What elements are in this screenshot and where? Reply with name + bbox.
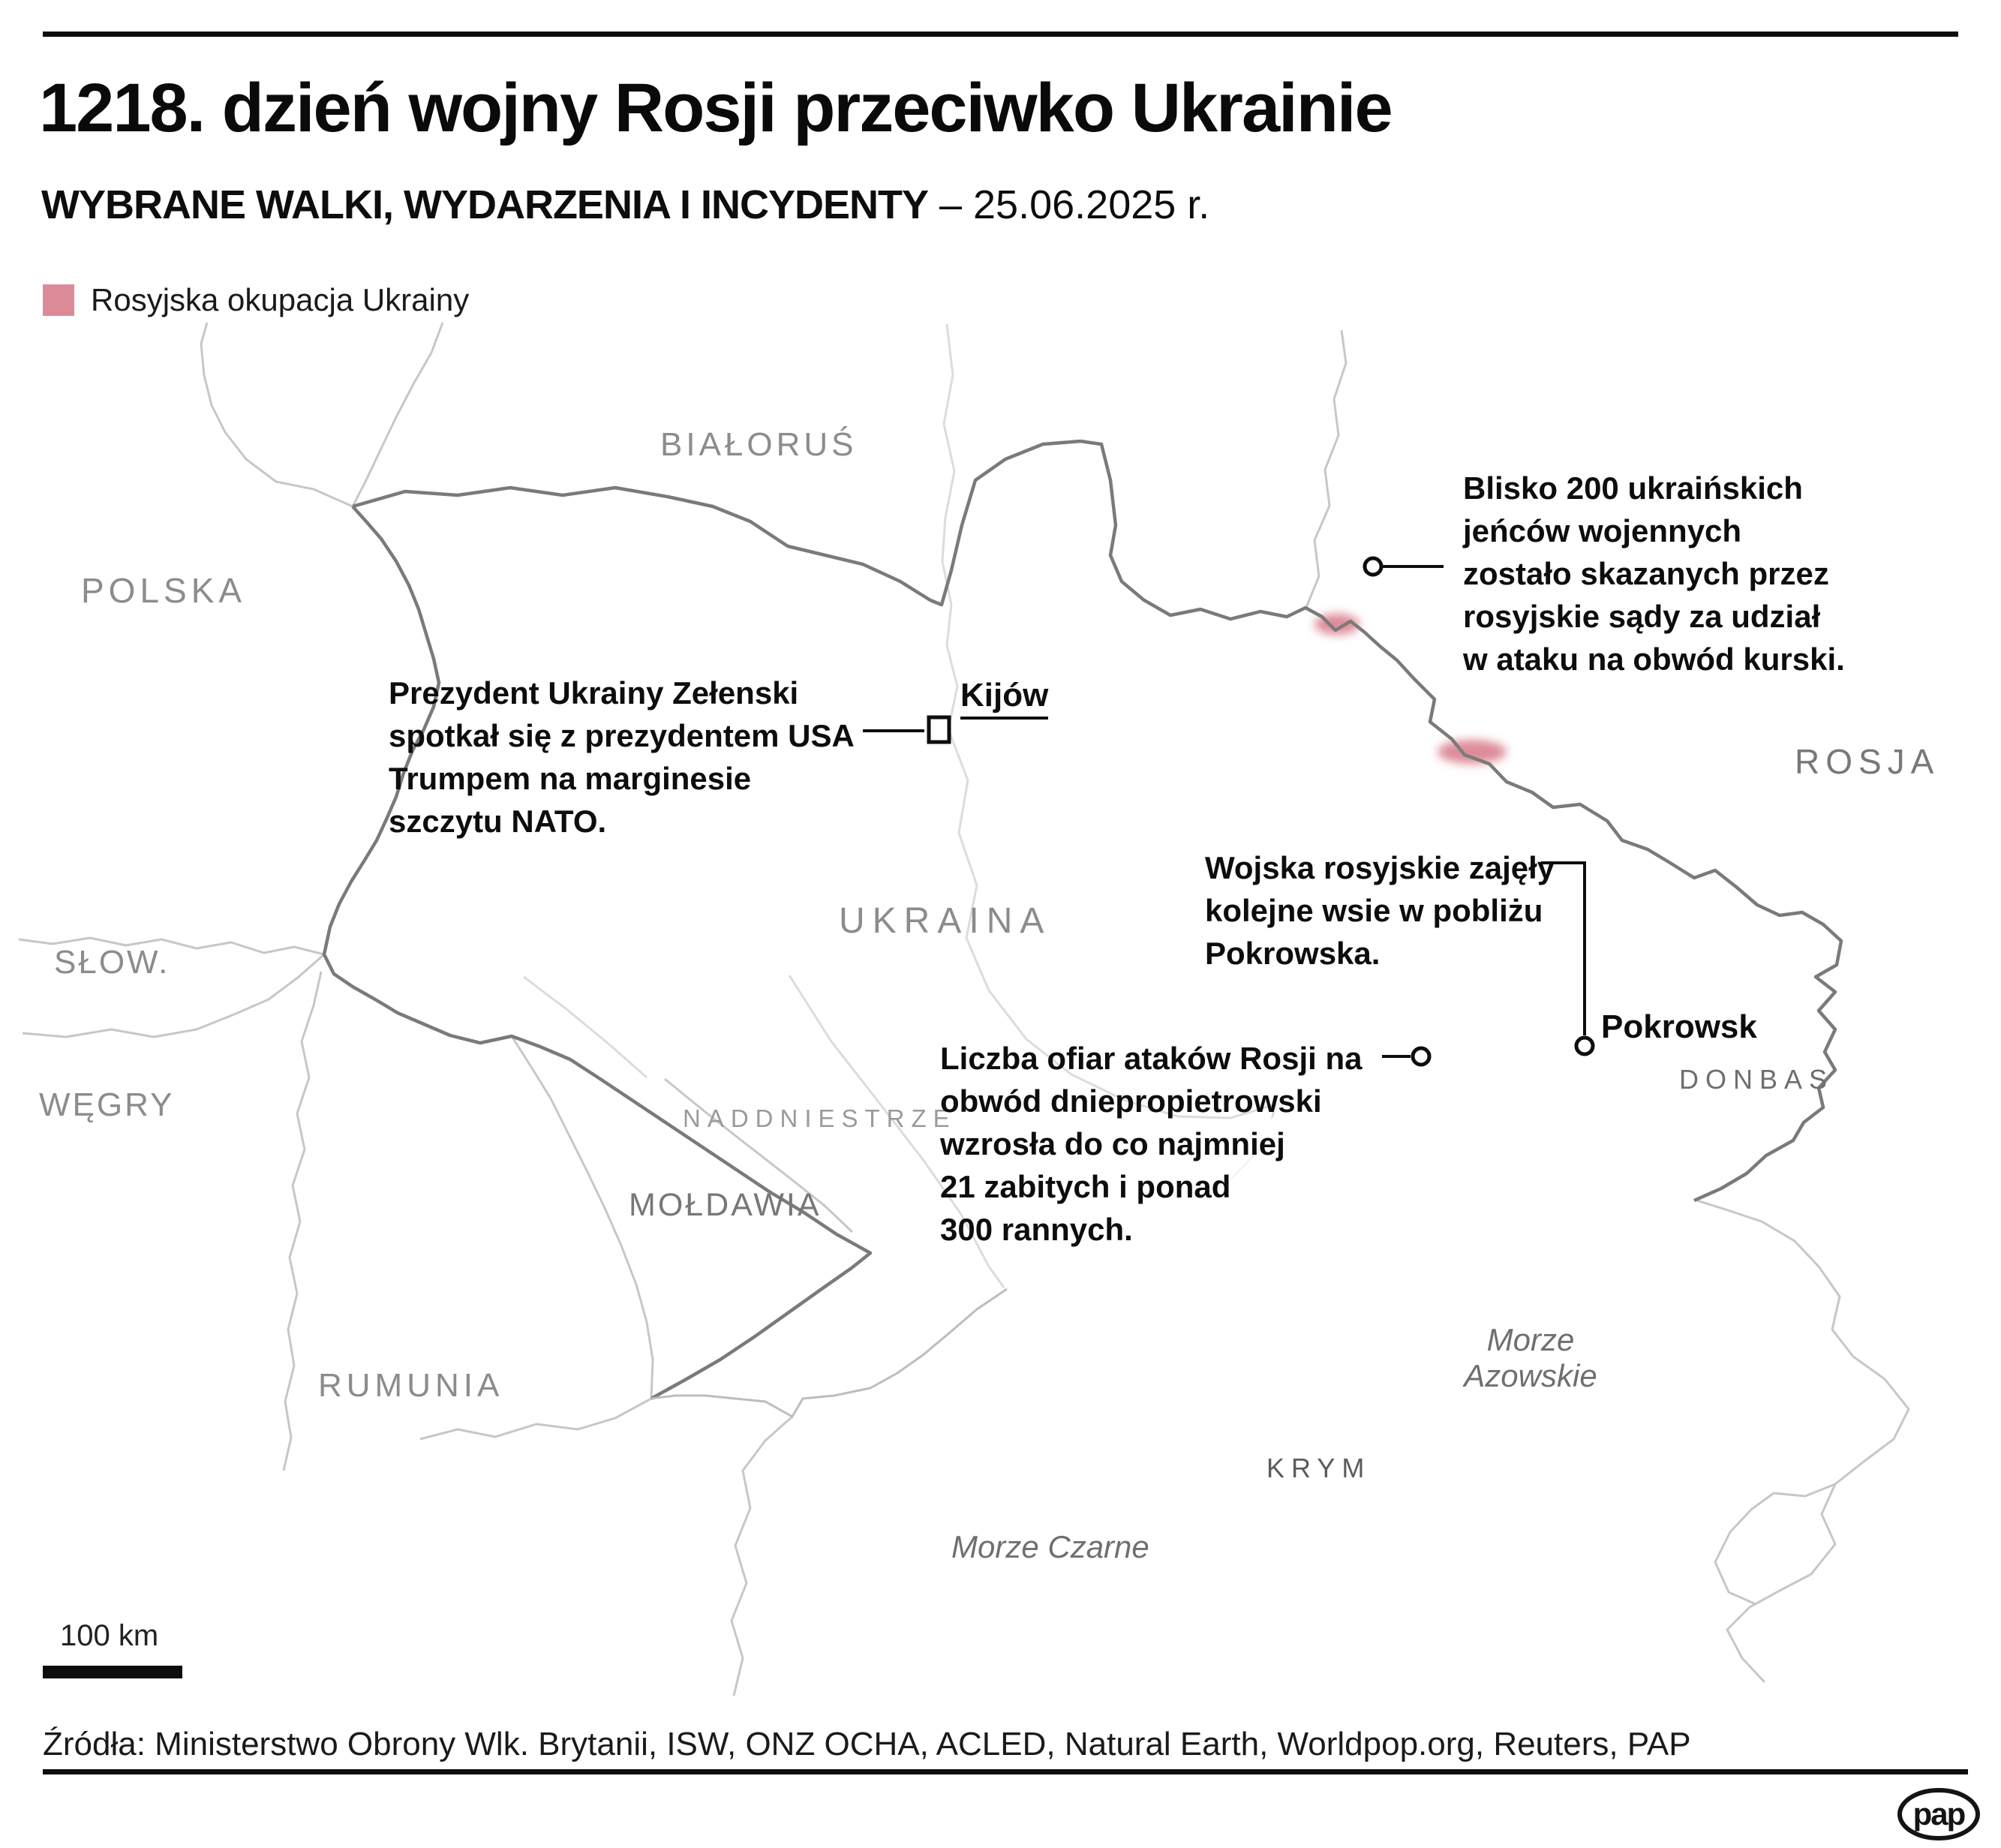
- label-sea-black: Morze Czarne: [951, 1529, 1149, 1564]
- subtitle-date: – 25.06.2025 r.: [927, 182, 1210, 227]
- subtitle-bold: WYBRANE WALKI, WYDARZENIA I INCYDENTY: [41, 182, 929, 227]
- label-belarus: BIAŁORUŚ: [660, 426, 858, 463]
- annotation-nato: Prezydent Ukrainy Zełenski spotkał się z…: [389, 672, 855, 843]
- neighbor-borders: [18, 322, 1910, 1696]
- annotation-pokrovsk: Wojska rosyjskie zajęły kolejne wsie w p…: [1205, 846, 1555, 975]
- occupied-border-pocket-east: [1438, 740, 1507, 764]
- top-rule: [43, 32, 1958, 37]
- scale-label: 100 km: [60, 1619, 159, 1652]
- label-romania: RUMUNIA: [318, 1367, 504, 1404]
- dnipro-marker: [1411, 1046, 1432, 1067]
- label-city-kyiv: Kijów: [960, 677, 1049, 720]
- occupation-legend-swatch: [43, 284, 74, 316]
- annotation-line: zostało skazanych przez: [1463, 556, 1829, 591]
- annotation-line: Prezydent Ukrainy Zełenski: [389, 675, 799, 711]
- annotation-line: szczytu NATO.: [389, 804, 607, 839]
- ukraine-border: [322, 439, 1843, 1400]
- hungary-romania-border: [282, 971, 323, 1471]
- label-moldova: MOŁDAWIA: [629, 1187, 822, 1223]
- annotation-line: w ataku na obwód kurski.: [1463, 642, 1845, 677]
- dnipro-river-gap: [1125, 1096, 1303, 1318]
- scale-bar: [43, 1666, 182, 1678]
- romania-coast: [730, 1415, 793, 1696]
- annotation-line: wzrosła do co najmniej: [940, 1126, 1285, 1161]
- russia-azov-coast: [1696, 1199, 1910, 1684]
- annotation-line: Pokrowska.: [1205, 936, 1381, 971]
- label-sea-azov-line2: Azowskie: [1464, 1358, 1597, 1393]
- ukraine-border-north-east: [352, 439, 1843, 1203]
- pap-logo-ellipse: [1897, 1788, 1980, 1840]
- page-subtitle: WYBRANE WALKI, WYDARZENIA I INCYDENTY – …: [41, 182, 1209, 228]
- annotation-line: spotkał się z prezydentem USA: [389, 718, 855, 753]
- ukraine-border-west-moldova: [322, 505, 873, 1400]
- kyiv-marker: [927, 715, 951, 744]
- legend: Rosyjska okupacja Ukrainy: [43, 282, 469, 318]
- poland-west-border: [200, 322, 353, 508]
- label-sea-azov: Morze Azowskie: [1448, 1322, 1613, 1394]
- pokrovsk-leader-line: [1541, 861, 1586, 1035]
- occupation-legend-label: Rosyjska okupacja Ukrainy: [91, 282, 470, 317]
- slovakia-poland-border: [18, 936, 325, 956]
- romania-moldova-border: [510, 1035, 654, 1399]
- label-crimea: KRYM: [1266, 1453, 1372, 1483]
- annotation-leaders: [863, 556, 1595, 1067]
- label-transnistria: NADDNIESTRZE: [683, 1104, 957, 1132]
- belarus-russia-border: [1304, 329, 1348, 610]
- slovakia-hungary-border: [22, 953, 325, 1038]
- annotation-line: obwód dniepropietrowski: [940, 1083, 1322, 1119]
- label-poland: POLSKA: [81, 571, 247, 610]
- annotation-kursk: Blisko 200 ukraińskich jeńców wojennych …: [1463, 467, 1845, 681]
- label-sea-azov-line1: Morze: [1486, 1322, 1575, 1357]
- bottom-rule: [43, 1769, 1968, 1774]
- annotation-line: Liczba ofiar ataków Rosji na: [940, 1041, 1363, 1076]
- page-title: 1218. dzień wojny Rosji przeciwko Ukrain…: [39, 70, 1393, 146]
- pokrovsk-marker: [1574, 1035, 1595, 1056]
- annotation-line: 300 rannych.: [940, 1212, 1133, 1247]
- label-ukraine: UKRAINA: [839, 901, 1052, 941]
- pap-logo: pap: [1897, 1788, 1980, 1840]
- annotation-dnipro: Liczba ofiar ataków Rosji na obwód dniep…: [940, 1037, 1362, 1251]
- annotation-line: Wojska rosyjskie zajęły: [1205, 850, 1555, 885]
- annotation-line: Trumpem na marginesie: [389, 761, 752, 796]
- poland-belarus-border: [351, 322, 444, 507]
- label-city-pokrovsk: Pokrowsk: [1601, 1008, 1757, 1045]
- annotation-line: kolejne wsie w pobliżu: [1205, 893, 1543, 928]
- russia-kerch-coast: [1714, 1483, 1836, 1606]
- kursk-marker: [1363, 556, 1384, 577]
- annotation-line: jeńców wojennych: [1463, 513, 1742, 548]
- danube-river: [419, 1397, 652, 1441]
- buh-river: [788, 975, 1005, 1288]
- pap-logo-text: pap: [1913, 1796, 1965, 1831]
- label-russia: ROSJA: [1795, 742, 1940, 781]
- annotation-line: rosyjskie sądy za udział: [1463, 599, 1821, 634]
- annotation-line: 21 zabitych i ponad: [940, 1169, 1231, 1204]
- ukraine-coastline: [650, 1288, 1008, 1419]
- label-hungary: WĘGRY: [39, 1086, 175, 1123]
- transnistria-border: [664, 1077, 854, 1234]
- dniester-river: [523, 975, 647, 1079]
- annotation-line: Blisko 200 ukraińskich: [1463, 470, 1803, 506]
- label-slovakia: SŁOW.: [54, 944, 170, 981]
- label-donbas: DONBAS: [1679, 1064, 1834, 1095]
- sources-line: Źródła: Ministerstwo Obrony Wlk. Brytani…: [43, 1726, 1691, 1762]
